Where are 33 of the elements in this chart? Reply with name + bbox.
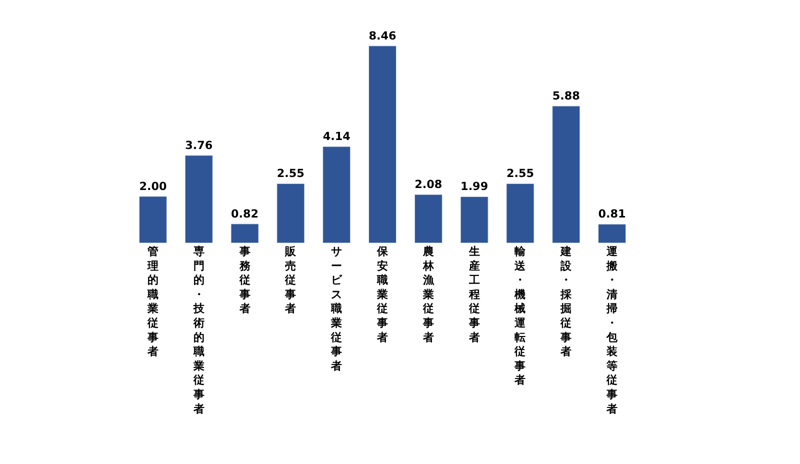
data-label: 2.00 <box>139 180 167 193</box>
bar <box>552 106 580 243</box>
bar <box>598 224 626 243</box>
data-label: 2.08 <box>414 178 442 192</box>
bar <box>506 183 534 243</box>
bar <box>414 194 442 243</box>
x-tick-label: 生産工程従事者 <box>468 245 480 344</box>
data-label: 4.14 <box>322 130 351 144</box>
category-label: 運搬・清掃・包装等従事者 <box>606 245 618 416</box>
x-tick-label: 農林漁業従事者 <box>422 245 435 344</box>
data-label: 8.46 <box>368 29 396 42</box>
bar <box>368 46 397 243</box>
category-label: サービス職業従事者 <box>331 245 342 372</box>
x-tick-label: 管理的職業従事者 <box>146 245 158 358</box>
data-label: 0.81 <box>598 208 626 221</box>
bar <box>322 146 351 243</box>
bar <box>276 183 305 243</box>
data-label: 5.88 <box>552 90 580 103</box>
bar <box>230 224 259 243</box>
data-label: 0.82 <box>231 207 259 220</box>
category-label: 輸送・機械運転従事者 <box>514 245 526 387</box>
data-label: 3.76 <box>185 138 213 152</box>
data-label: 2.55 <box>506 167 534 180</box>
category-label: 専門的・技術的職業従事者 <box>193 245 204 416</box>
bar <box>138 196 167 243</box>
x-tick-label: 保安職業従事者 <box>376 245 389 344</box>
x-tick-label: 販売従事者 <box>284 245 298 316</box>
x-tick-label: 建設・採掘従事者 <box>560 245 573 358</box>
data-label: 2.55 <box>276 167 304 180</box>
bar <box>460 196 488 243</box>
data-label: 1.99 <box>460 180 488 194</box>
x-tick-label: 事務従事者 <box>238 245 252 316</box>
bar <box>184 155 213 243</box>
